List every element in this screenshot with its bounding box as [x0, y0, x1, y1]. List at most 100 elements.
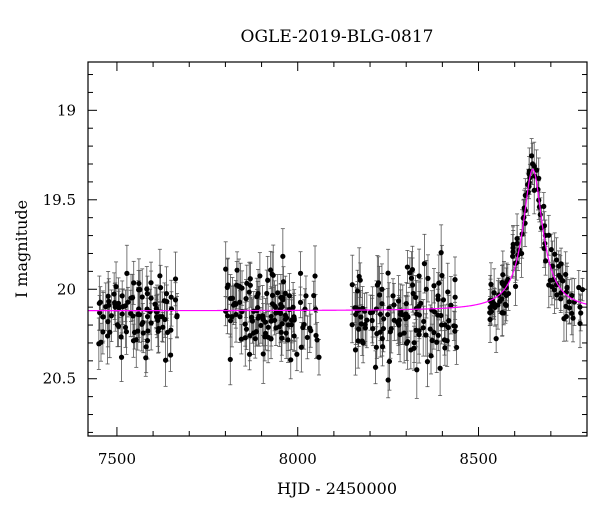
data-point	[278, 294, 284, 301]
data-point	[297, 270, 304, 276]
data-point	[115, 300, 122, 306]
data-point	[416, 312, 422, 318]
data-point	[108, 313, 115, 319]
data-point	[512, 283, 519, 289]
model-curve	[87, 168, 588, 312]
x-tick-label: 7500	[98, 450, 136, 468]
data-point	[359, 338, 365, 344]
data-point	[510, 241, 516, 247]
data-point	[431, 283, 437, 289]
data-point	[385, 311, 391, 318]
data-point	[131, 280, 137, 286]
data-point	[247, 276, 253, 282]
data-point	[238, 336, 244, 342]
data-point	[437, 365, 443, 371]
error-bars	[96, 138, 585, 399]
data-point	[122, 324, 129, 331]
data-point	[271, 303, 278, 309]
data-point	[224, 284, 230, 290]
data-point	[501, 310, 507, 316]
data-point	[390, 293, 396, 299]
data-point	[391, 317, 397, 323]
data-point	[362, 321, 368, 328]
data-point	[423, 332, 429, 338]
data-point	[130, 338, 137, 344]
data-point	[273, 325, 279, 331]
data-point	[411, 345, 417, 351]
data-point	[286, 293, 293, 299]
data-point	[103, 304, 109, 310]
data-point	[556, 272, 562, 278]
data-point	[119, 311, 125, 317]
data-point	[303, 293, 309, 299]
data-point	[234, 267, 240, 273]
data-point	[445, 289, 451, 295]
data-point	[578, 310, 584, 316]
data-point	[421, 261, 428, 267]
data-point	[279, 321, 285, 327]
data-point	[312, 306, 319, 312]
data-point	[297, 299, 304, 306]
data-point	[514, 240, 520, 246]
data-point	[275, 290, 281, 296]
data-point	[407, 270, 413, 276]
data-point	[268, 318, 274, 324]
data-point	[352, 347, 359, 353]
data-point	[123, 329, 130, 335]
data-point	[114, 322, 121, 328]
data-point	[262, 334, 268, 340]
data-point	[446, 318, 452, 324]
data-point	[260, 351, 266, 357]
data-point	[105, 319, 111, 325]
data-points	[96, 153, 586, 383]
data-point	[566, 299, 572, 305]
y-tick-label: 20.5	[43, 370, 76, 388]
axis-ticks	[88, 62, 588, 436]
data-point	[144, 286, 150, 292]
data-point	[356, 326, 362, 332]
data-point	[291, 317, 297, 323]
data-point	[247, 282, 253, 288]
data-point	[164, 298, 170, 305]
data-point	[162, 357, 169, 363]
data-point	[233, 311, 239, 318]
data-point	[239, 309, 245, 315]
data-point	[441, 337, 448, 343]
data-point	[282, 316, 288, 322]
data-point	[145, 328, 151, 334]
data-point	[427, 326, 433, 332]
data-point	[404, 264, 410, 270]
data-point	[413, 327, 419, 333]
data-point	[106, 298, 112, 304]
data-point	[172, 297, 179, 303]
data-point	[288, 357, 294, 363]
data-point	[128, 295, 134, 301]
data-point	[229, 314, 235, 320]
data-point	[533, 167, 540, 173]
data-point	[143, 344, 149, 350]
data-point	[251, 308, 257, 314]
data-point	[488, 281, 494, 287]
data-point	[140, 319, 146, 326]
data-point	[397, 332, 403, 338]
data-point	[100, 329, 106, 335]
data-point	[500, 272, 506, 278]
data-point	[143, 355, 149, 361]
data-point	[153, 308, 159, 315]
data-point	[168, 294, 174, 300]
data-point	[148, 280, 154, 286]
data-point	[243, 326, 250, 332]
data-point	[308, 328, 314, 334]
data-point	[168, 327, 174, 333]
data-point	[577, 320, 583, 327]
data-point	[559, 277, 565, 284]
data-point	[253, 329, 259, 335]
data-point	[558, 290, 564, 296]
data-point	[423, 286, 429, 292]
data-point	[570, 315, 576, 321]
data-point	[452, 277, 458, 283]
data-point	[543, 258, 549, 264]
data-point	[563, 313, 569, 320]
data-point	[100, 314, 106, 320]
data-point	[137, 287, 143, 293]
